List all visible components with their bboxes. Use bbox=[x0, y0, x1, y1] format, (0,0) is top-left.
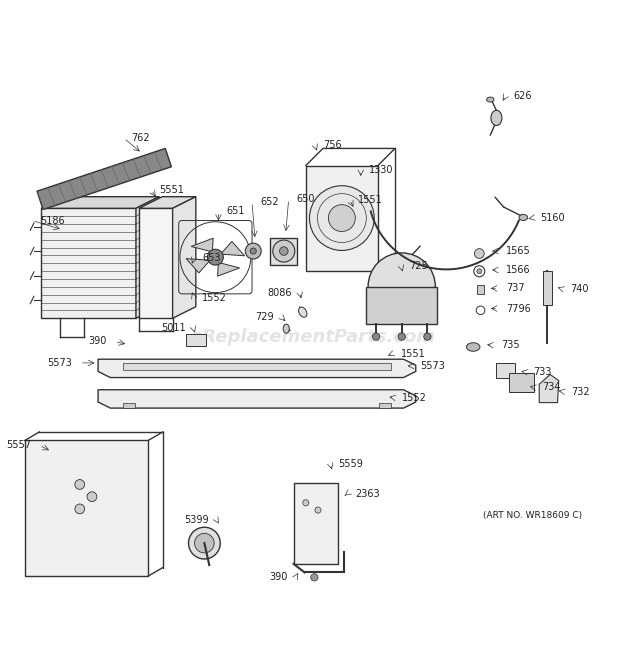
Circle shape bbox=[315, 507, 321, 513]
Text: 1565: 1565 bbox=[506, 246, 531, 256]
Text: 7796: 7796 bbox=[506, 303, 531, 313]
Circle shape bbox=[329, 205, 355, 231]
Circle shape bbox=[208, 249, 223, 265]
Text: 725: 725 bbox=[409, 261, 428, 272]
Bar bbox=[123, 403, 135, 408]
Text: 5551: 5551 bbox=[159, 185, 184, 195]
Bar bbox=[270, 238, 297, 264]
Ellipse shape bbox=[519, 214, 528, 221]
Text: 5160: 5160 bbox=[540, 213, 564, 223]
Text: 650: 650 bbox=[296, 194, 315, 204]
Text: 1330: 1330 bbox=[369, 165, 393, 175]
Circle shape bbox=[188, 527, 220, 559]
Text: 5186: 5186 bbox=[40, 215, 64, 225]
Polygon shape bbox=[139, 208, 172, 319]
Polygon shape bbox=[139, 197, 196, 208]
Text: 733: 733 bbox=[534, 367, 552, 377]
Bar bbox=[294, 483, 337, 564]
Circle shape bbox=[273, 240, 294, 262]
Text: 5557: 5557 bbox=[6, 440, 32, 450]
Bar bbox=[543, 270, 552, 305]
Polygon shape bbox=[98, 390, 416, 408]
Text: 5011: 5011 bbox=[161, 323, 185, 333]
Text: 740: 740 bbox=[570, 284, 589, 294]
Text: 732: 732 bbox=[572, 387, 590, 397]
Text: 653: 653 bbox=[202, 253, 221, 263]
Text: (ART NO. WR18609 C): (ART NO. WR18609 C) bbox=[483, 510, 582, 520]
Text: 8086: 8086 bbox=[267, 288, 292, 297]
Text: 729: 729 bbox=[255, 312, 273, 322]
Text: 1552: 1552 bbox=[202, 293, 227, 303]
Circle shape bbox=[477, 269, 482, 274]
Circle shape bbox=[311, 574, 318, 581]
Text: 1551: 1551 bbox=[358, 195, 383, 205]
Polygon shape bbox=[191, 238, 213, 252]
Ellipse shape bbox=[491, 110, 502, 126]
Text: 626: 626 bbox=[513, 91, 532, 101]
Text: 1551: 1551 bbox=[401, 349, 425, 359]
Text: 652: 652 bbox=[260, 197, 278, 207]
Text: eReplacementParts.com: eReplacementParts.com bbox=[190, 328, 436, 346]
Text: 1552: 1552 bbox=[402, 393, 427, 403]
Circle shape bbox=[87, 492, 97, 502]
Text: 5559: 5559 bbox=[338, 459, 363, 469]
Polygon shape bbox=[218, 262, 239, 276]
Circle shape bbox=[474, 249, 484, 258]
Polygon shape bbox=[221, 241, 245, 256]
Polygon shape bbox=[37, 149, 171, 210]
Polygon shape bbox=[539, 375, 559, 403]
Ellipse shape bbox=[283, 324, 290, 333]
Text: 756: 756 bbox=[323, 140, 342, 151]
Bar bbox=[186, 334, 206, 346]
Text: 390: 390 bbox=[88, 336, 107, 346]
Text: 5573: 5573 bbox=[47, 358, 72, 368]
Text: 5399: 5399 bbox=[184, 515, 209, 525]
Polygon shape bbox=[42, 208, 136, 319]
Circle shape bbox=[398, 333, 405, 340]
Bar bbox=[123, 364, 391, 369]
Ellipse shape bbox=[487, 97, 494, 102]
Text: 734: 734 bbox=[542, 382, 560, 393]
Bar bbox=[497, 364, 515, 378]
Text: 651: 651 bbox=[226, 206, 245, 216]
Ellipse shape bbox=[299, 307, 307, 317]
Text: 737: 737 bbox=[506, 284, 525, 293]
Text: 390: 390 bbox=[270, 572, 288, 582]
Circle shape bbox=[373, 333, 379, 340]
Circle shape bbox=[75, 480, 85, 489]
Text: 1566: 1566 bbox=[506, 265, 531, 275]
Polygon shape bbox=[98, 359, 416, 377]
Text: 735: 735 bbox=[502, 340, 520, 350]
Bar bbox=[477, 286, 484, 294]
Circle shape bbox=[280, 247, 288, 255]
Polygon shape bbox=[136, 197, 159, 319]
Circle shape bbox=[246, 243, 261, 259]
Circle shape bbox=[303, 500, 309, 506]
Ellipse shape bbox=[466, 342, 480, 351]
Polygon shape bbox=[172, 197, 196, 319]
Circle shape bbox=[368, 253, 435, 320]
Bar bbox=[366, 286, 437, 325]
Circle shape bbox=[250, 248, 256, 254]
Bar bbox=[306, 165, 378, 270]
Circle shape bbox=[423, 333, 431, 340]
Bar bbox=[508, 373, 534, 391]
Text: 2363: 2363 bbox=[355, 488, 380, 498]
Bar bbox=[25, 440, 148, 576]
Circle shape bbox=[75, 504, 85, 514]
Text: 762: 762 bbox=[131, 133, 150, 143]
Polygon shape bbox=[186, 258, 210, 273]
Bar bbox=[379, 403, 391, 408]
Text: 5573: 5573 bbox=[420, 361, 446, 371]
Circle shape bbox=[195, 533, 214, 553]
Polygon shape bbox=[42, 197, 159, 208]
Circle shape bbox=[309, 186, 374, 251]
